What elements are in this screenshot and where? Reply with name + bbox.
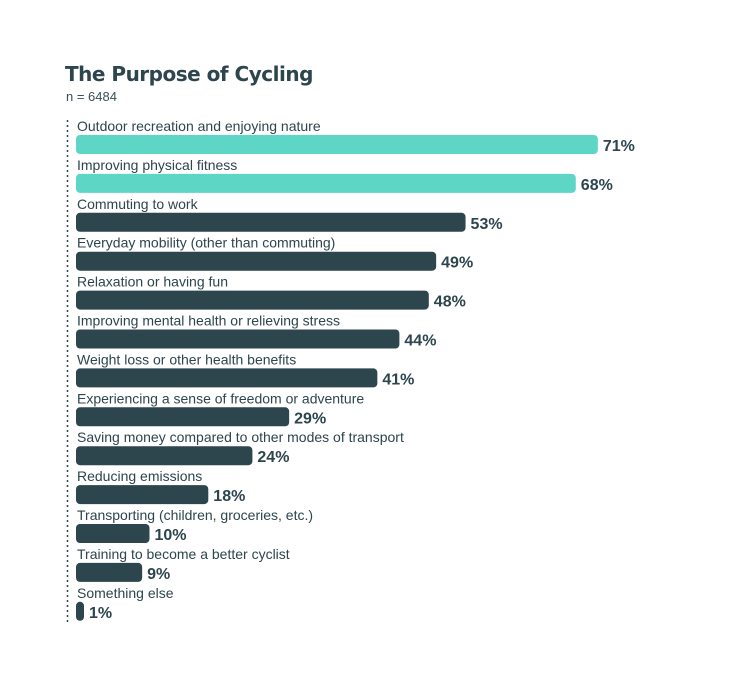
category-label: Improving mental health or relieving str… — [77, 313, 340, 329]
category-label: Something else — [77, 585, 174, 601]
category-label: Outdoor recreation and enjoying nature — [77, 118, 321, 134]
bar — [76, 601, 84, 621]
value-label: 49% — [441, 255, 473, 272]
value-label: 9% — [147, 566, 170, 583]
chart-title: The Purpose of Cycling — [65, 62, 313, 86]
bar — [76, 485, 209, 505]
bar — [76, 135, 598, 154]
value-label: 48% — [434, 294, 466, 311]
bar — [76, 407, 290, 427]
category-label: Training to become a better cyclist — [77, 546, 290, 562]
category-label: Reducing emissions — [77, 468, 202, 484]
bars-group: Outdoor recreation and enjoying nature 71… — [76, 118, 635, 622]
category-label: Improving physical fitness — [77, 157, 237, 173]
value-label: 44% — [404, 333, 436, 350]
category-label: Relaxation or having fun — [77, 274, 228, 290]
bar — [76, 251, 437, 271]
bar — [76, 290, 429, 310]
bar — [76, 329, 400, 349]
value-label: 1% — [89, 605, 112, 622]
bar — [76, 212, 466, 232]
value-label: 53% — [471, 216, 503, 233]
value-label: 68% — [581, 177, 613, 194]
category-label: Saving money compared to other modes of … — [77, 429, 404, 445]
bar — [76, 524, 150, 543]
category-label: Transporting (children, groceries, etc.) — [77, 507, 313, 523]
bar — [76, 562, 143, 582]
chart-subtitle: n = 6484 — [66, 89, 117, 104]
bar — [76, 368, 378, 388]
bar — [76, 446, 253, 466]
value-label: 10% — [155, 527, 187, 544]
value-label: 24% — [257, 449, 289, 466]
category-label: Experiencing a sense of freedom or adven… — [77, 390, 364, 406]
value-label: 71% — [603, 138, 635, 155]
category-label: Weight loss or other health benefits — [77, 351, 296, 367]
value-label: 41% — [382, 371, 414, 388]
bar — [76, 173, 576, 193]
value-label: 29% — [294, 410, 326, 427]
category-label: Everyday mobility (other than commuting) — [77, 235, 335, 251]
value-label: 18% — [213, 488, 245, 505]
category-label: Commuting to work — [77, 196, 199, 212]
